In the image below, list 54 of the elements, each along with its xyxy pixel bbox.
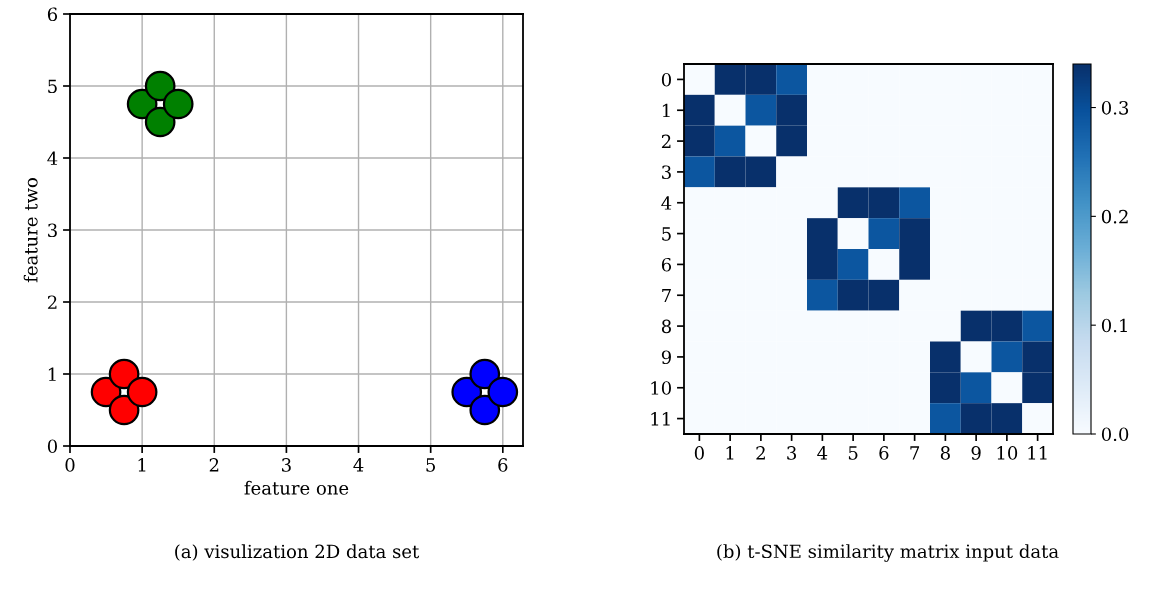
x-tick-label: 10	[997, 446, 1018, 460]
x-tick-label: 2	[756, 446, 765, 460]
y-tick-label: 11	[651, 412, 670, 426]
y-tick-label: 5	[662, 227, 671, 241]
y-tick-label: 2	[661, 134, 671, 148]
y-tick-label: 6	[47, 7, 58, 22]
color-bar-label: 0.3	[1101, 100, 1129, 115]
point	[126, 376, 158, 408]
text: (a) visulization 2D data set	[175, 544, 420, 561]
point	[108, 358, 140, 390]
point	[144, 106, 176, 138]
point	[469, 394, 501, 426]
y-tick-label: 4	[47, 151, 58, 165]
y-tick-label: 10	[651, 381, 671, 395]
x-tick-label: 4	[353, 458, 364, 472]
text: (b) t-SNE similarity matrix input data	[717, 544, 1059, 562]
x-tick-label: 4	[817, 446, 828, 460]
x-tick-label: 5	[426, 458, 436, 472]
y-tick-label: 0	[661, 72, 671, 87]
x-tick-label: 9	[971, 446, 981, 460]
color-bar-label: 0.0	[1101, 427, 1129, 442]
x-tick-label: 11	[1028, 446, 1047, 460]
y-tick-label: 2	[47, 295, 57, 309]
x-tick-label: 8	[940, 446, 950, 460]
y-tick-label: 6	[661, 257, 672, 272]
x-tick-label: 1	[138, 458, 146, 472]
color-bar-label: 0.2	[1101, 209, 1128, 224]
y-axis-title: feature two	[23, 178, 38, 283]
point	[487, 376, 519, 408]
x-tick-label: 7	[910, 446, 920, 460]
y-tick-label: 9	[661, 350, 671, 365]
y-tick-label: 3	[48, 223, 57, 238]
x-tick-label: 6	[498, 458, 508, 472]
point	[469, 358, 501, 390]
y-tick-label: 8	[661, 319, 671, 334]
x-axis-title: feature one	[244, 480, 349, 495]
point	[108, 394, 140, 426]
point	[144, 70, 176, 102]
x-tick-label: 0	[65, 458, 75, 472]
x-tick-label: 6	[879, 446, 889, 460]
y-tick-label: 5	[48, 79, 57, 94]
color-bar-label: 0.1	[1101, 318, 1127, 333]
y-tick-label: 7	[662, 288, 671, 303]
y-tick-label: 4	[661, 196, 672, 210]
y-tick-label: 1	[662, 103, 670, 118]
x-tick-label: 2	[209, 458, 219, 472]
x-tick-label: 3	[787, 446, 797, 460]
x-tick-label: 0	[694, 446, 704, 460]
y-tick-label: 3	[662, 165, 671, 180]
y-tick-label: 1	[48, 367, 56, 381]
point	[162, 88, 194, 120]
x-tick-label: 1	[726, 446, 734, 460]
x-tick-label: 5	[848, 446, 858, 460]
x-tick-label: 3	[282, 458, 291, 472]
